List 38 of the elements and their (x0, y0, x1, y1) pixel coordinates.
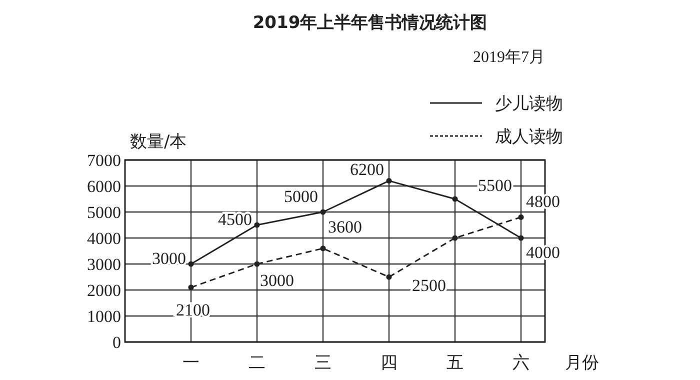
y-tick-label: 0 (112, 333, 121, 352)
y-tick-label: 5000 (87, 203, 121, 222)
data-label: 6200 (350, 160, 384, 179)
point (386, 178, 392, 184)
x-tick-label: 五 (446, 353, 464, 373)
point (452, 235, 458, 241)
y-tick-label: 3000 (87, 255, 121, 274)
y-tick-label: 1000 (87, 307, 121, 326)
data-label: 3000 (260, 271, 294, 290)
point (518, 214, 524, 220)
data-label: 3000 (152, 249, 186, 268)
point (188, 261, 194, 267)
point (254, 261, 260, 267)
point (452, 196, 458, 202)
y-axis-title: 数量/本 (130, 132, 187, 152)
point (188, 284, 194, 290)
x-tick-label: 三 (314, 353, 332, 373)
x-tick-label: 四 (380, 353, 398, 373)
x-tick-label: 二 (248, 353, 266, 373)
data-label: 4500 (218, 210, 252, 229)
point (320, 246, 326, 252)
y-tick-label: 2000 (87, 281, 121, 300)
y-tick-label: 7000 (87, 151, 121, 170)
point (254, 222, 260, 228)
x-axis-title: 月份 (565, 353, 599, 373)
data-label: 5000 (284, 187, 318, 206)
y-tick-label: 6000 (87, 177, 121, 196)
x-tick-label: 六 (512, 353, 530, 373)
point (320, 209, 326, 215)
x-tick-label: 一 (182, 353, 200, 373)
chart-title: 2019年上半年售书情况统计图 (252, 13, 488, 33)
legend-label: 成人读物 (495, 127, 563, 147)
data-label: 3600 (328, 217, 362, 236)
y-tick-label: 4000 (87, 229, 121, 248)
point (386, 274, 392, 280)
point (518, 235, 524, 241)
chart-subtitle: 2019年7月 (473, 49, 545, 66)
legend-label: 少儿读物 (495, 94, 563, 114)
